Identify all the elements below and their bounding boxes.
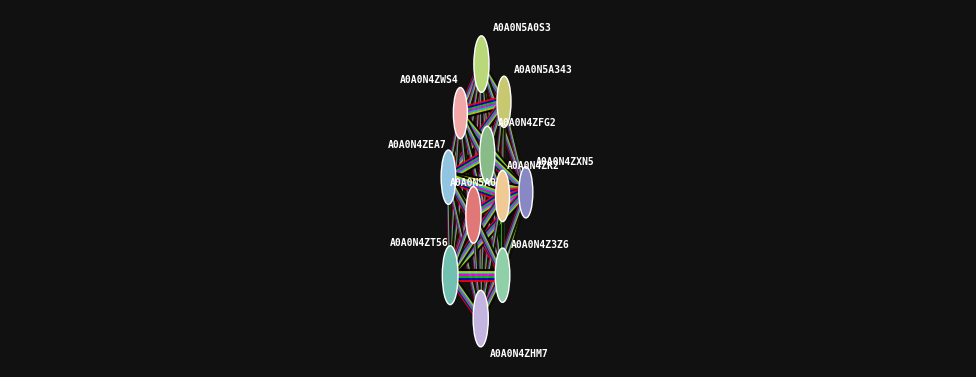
Ellipse shape [496, 170, 509, 222]
Ellipse shape [474, 36, 489, 92]
Text: A0A0N5A0S3: A0A0N5A0S3 [493, 23, 551, 33]
Text: A0A0N5A343: A0A0N5A343 [514, 65, 573, 75]
Text: A0A0N5A0: A0A0N5A0 [450, 178, 497, 188]
Ellipse shape [473, 290, 488, 347]
Text: A0A0N4ZFG2: A0A0N4ZFG2 [498, 118, 556, 127]
Text: A0A0N4ZHM7: A0A0N4ZHM7 [489, 349, 549, 359]
Ellipse shape [442, 246, 458, 305]
Ellipse shape [519, 167, 533, 218]
Ellipse shape [441, 150, 456, 204]
Ellipse shape [454, 87, 468, 139]
Ellipse shape [479, 126, 495, 183]
Ellipse shape [497, 76, 511, 127]
Ellipse shape [495, 248, 509, 302]
Text: A0A0N4ZEA7: A0A0N4ZEA7 [388, 140, 447, 150]
Text: A0A0N4ZXN5: A0A0N4ZXN5 [536, 157, 594, 167]
Ellipse shape [466, 187, 481, 243]
Text: A0A0N4ZWS4: A0A0N4ZWS4 [400, 75, 459, 85]
Text: A0A0N4ZT56: A0A0N4ZT56 [390, 238, 449, 248]
Text: A0A0N4ZK2: A0A0N4ZK2 [507, 161, 560, 171]
Text: A0A0N4Z3Z6: A0A0N4Z3Z6 [511, 240, 570, 250]
